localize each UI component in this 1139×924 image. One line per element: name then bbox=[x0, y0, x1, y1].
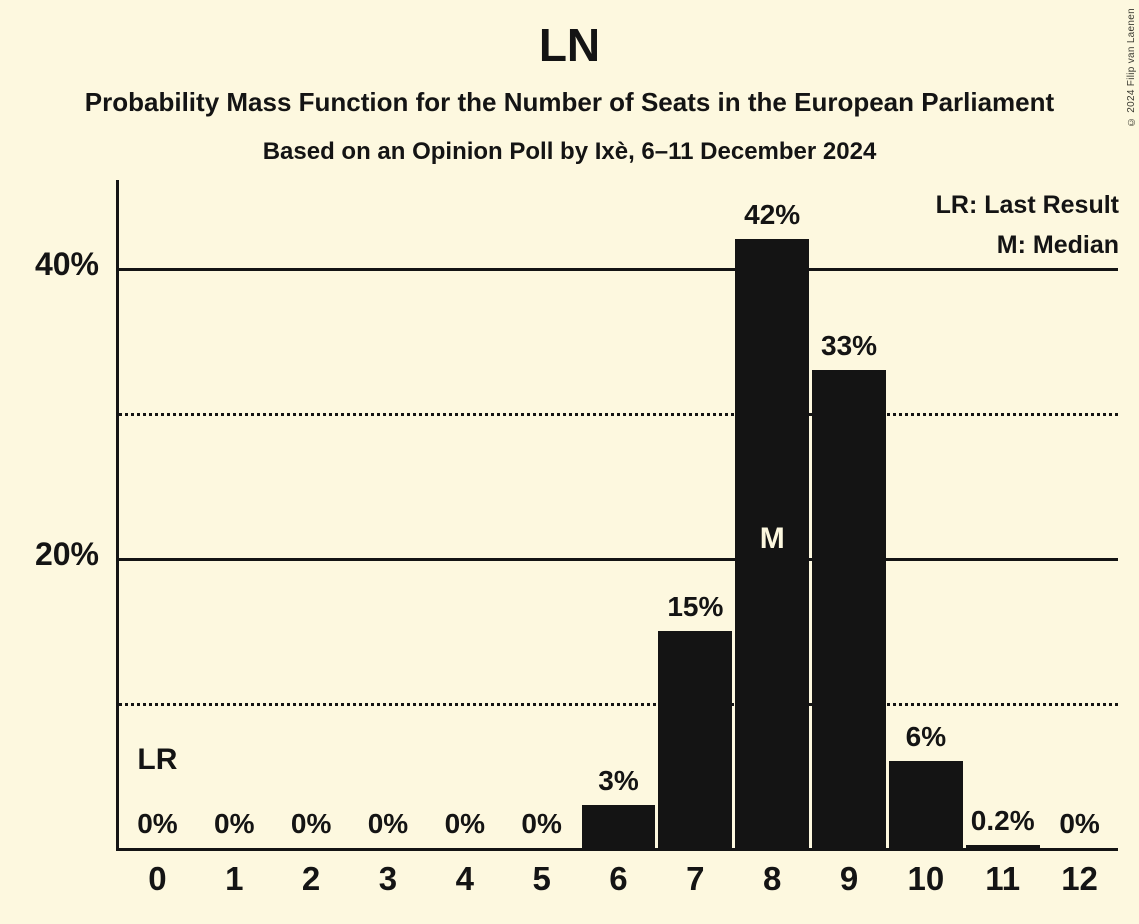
page-title: LN bbox=[538, 19, 601, 71]
bar-value-9: 33% bbox=[821, 329, 878, 361]
bar-10[interactable] bbox=[888, 761, 963, 848]
x-tick-6: 6 bbox=[609, 860, 628, 897]
chart-subtitle: Probability Mass Function for the Number… bbox=[84, 87, 1055, 117]
legend-item-median: M: Median bbox=[996, 231, 1119, 259]
x-tick-10: 10 bbox=[907, 860, 945, 897]
bar-11[interactable] bbox=[965, 845, 1040, 848]
plot-area: 20% 40% 0% 0% 0% 0% 0% 0% 3% 15% 42% 33% 6% 0.2% 0% LR… bbox=[35, 180, 1118, 851]
x-tick-0: 0 bbox=[148, 860, 167, 897]
x-axis bbox=[116, 848, 1118, 851]
x-tick-11: 11 bbox=[985, 860, 1021, 897]
marker-lr-0: LR bbox=[137, 743, 178, 776]
bar-value-1: 0% bbox=[214, 808, 255, 839]
bar-value-10: 6% bbox=[905, 721, 947, 752]
bar-value-3: 0% bbox=[367, 808, 409, 839]
gridline-40pct bbox=[119, 268, 1118, 271]
y-tick-20pct: 20% bbox=[34, 536, 99, 572]
legend-item-last-result: LR: Last Result bbox=[935, 191, 1119, 219]
y-tick-40pct: 40% bbox=[34, 246, 99, 282]
bar-9[interactable] bbox=[812, 369, 886, 848]
bar-value-4: 0% bbox=[444, 808, 486, 839]
gridline-10pct bbox=[119, 703, 1118, 706]
bar-6[interactable] bbox=[581, 804, 656, 848]
x-tick-7: 7 bbox=[686, 860, 705, 897]
x-tick-5: 5 bbox=[532, 860, 551, 897]
bar-value-7: 15% bbox=[667, 590, 724, 622]
bar-value-5: 0% bbox=[521, 808, 562, 839]
legend: LR: Last Result M: Median bbox=[936, 185, 1119, 265]
x-tick-12: 12 bbox=[1061, 860, 1098, 897]
bar-7[interactable] bbox=[658, 630, 733, 848]
copyright-notice: © 2024 Filip van Laenen bbox=[1126, 8, 1137, 128]
x-tick-8: 8 bbox=[763, 860, 782, 897]
gridline-20pct bbox=[119, 558, 1118, 561]
chart-source-line: Based on an Opinion Poll by Ixè, 6–11 De… bbox=[262, 138, 877, 165]
bar-value-2: 0% bbox=[290, 808, 332, 839]
bar-value-6: 3% bbox=[598, 764, 639, 796]
x-tick-1: 1 bbox=[225, 860, 244, 897]
x-tick-3: 3 bbox=[378, 860, 398, 897]
x-tick-4: 4 bbox=[455, 860, 474, 897]
x-tick-2: 2 bbox=[301, 860, 321, 897]
gridline-30pct bbox=[119, 413, 1118, 416]
y-axis bbox=[116, 180, 119, 848]
marker-m-8: M bbox=[759, 521, 785, 555]
bar-value-12: 0% bbox=[1059, 808, 1100, 839]
bar-8[interactable] bbox=[735, 239, 810, 848]
bar-value-11: 0.2% bbox=[970, 805, 1035, 836]
bar-value-8: 42% bbox=[744, 199, 801, 230]
x-tick-9: 9 bbox=[839, 860, 859, 897]
bar-value-0: 0% bbox=[137, 808, 178, 839]
